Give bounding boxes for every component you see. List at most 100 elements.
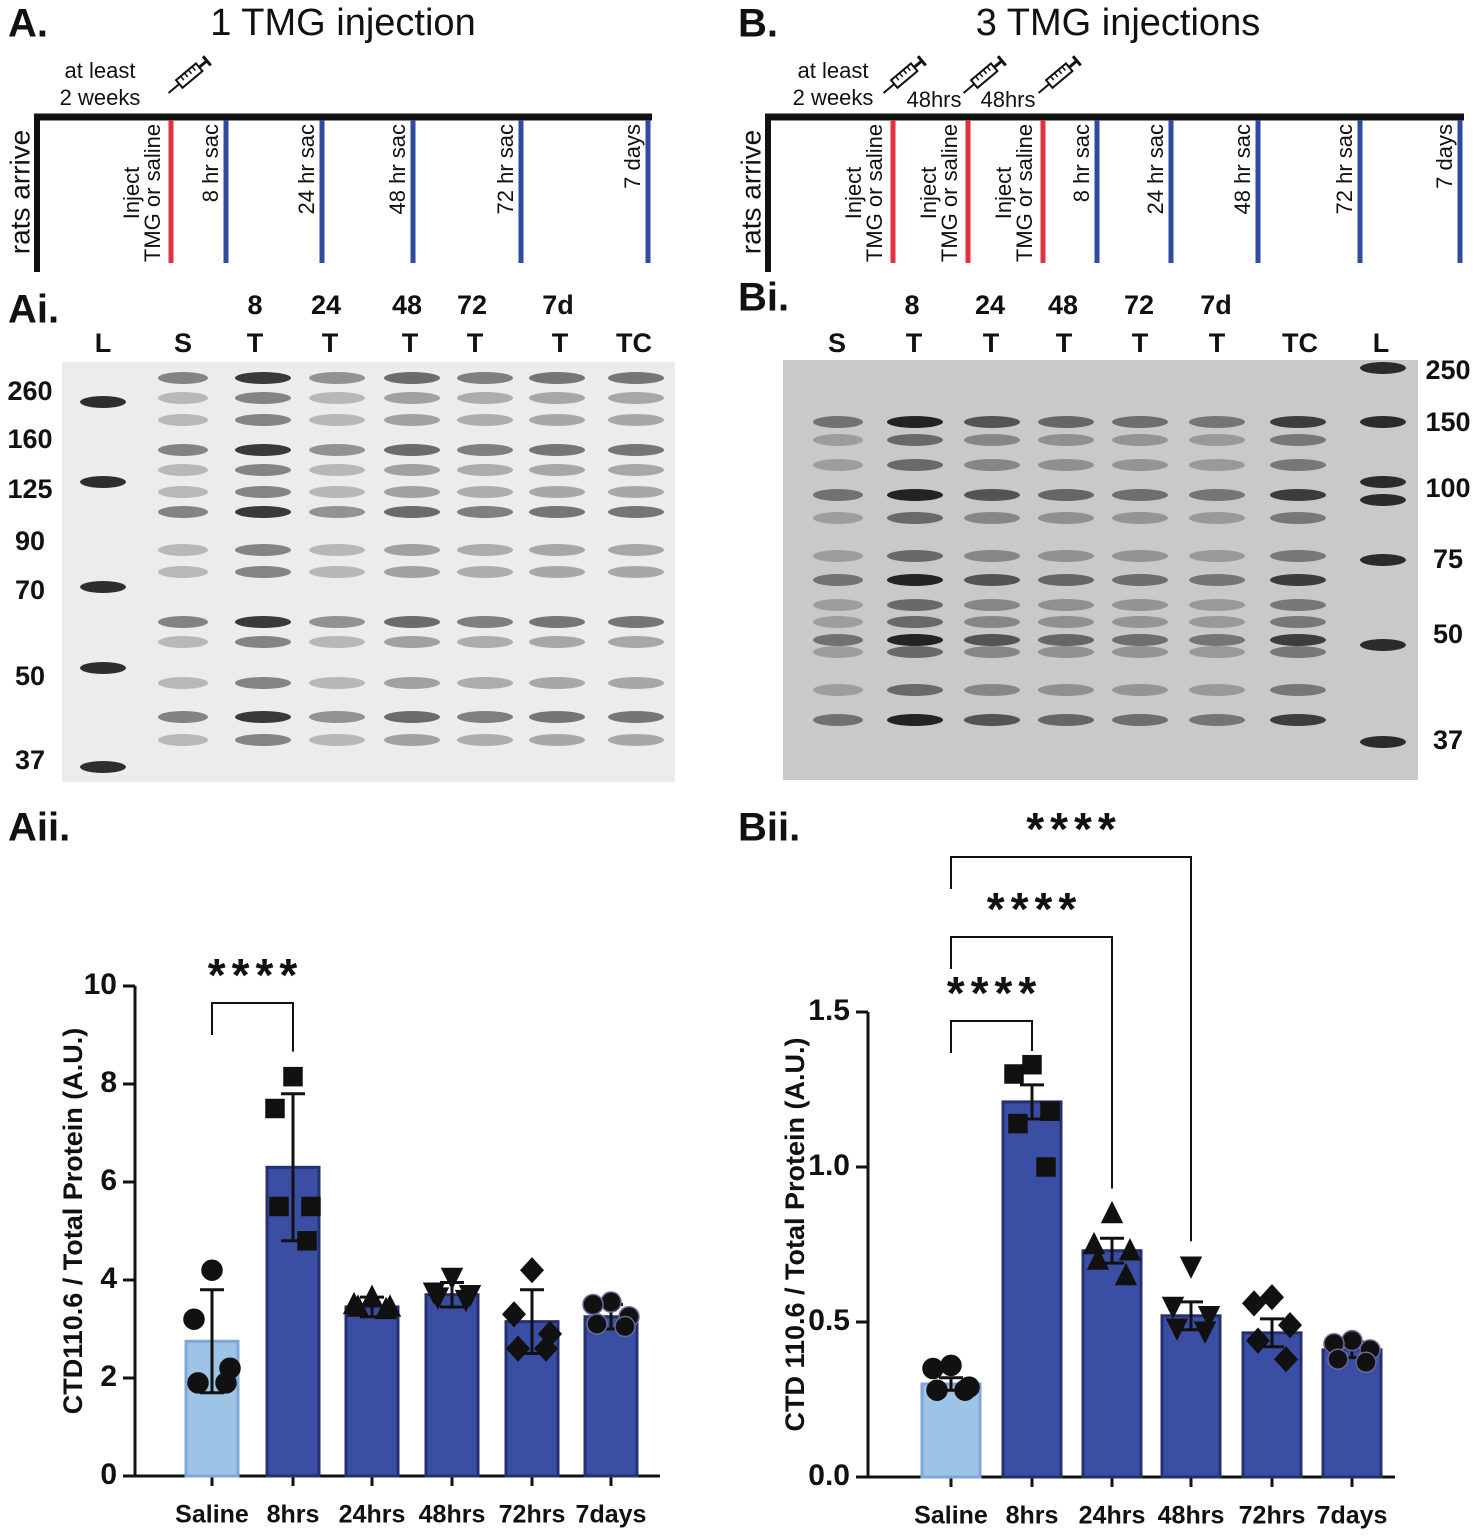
blot-band bbox=[964, 616, 1020, 628]
blot-band bbox=[1189, 646, 1245, 658]
data-point bbox=[1114, 1262, 1138, 1286]
syringe-scale bbox=[975, 75, 980, 81]
blot-band bbox=[813, 684, 863, 696]
timeline-start-label: rats arrive bbox=[4, 130, 35, 254]
blot-band bbox=[529, 464, 585, 476]
blot-band bbox=[1270, 459, 1326, 471]
blot-band bbox=[158, 444, 208, 456]
blot-band bbox=[384, 734, 440, 746]
data-point bbox=[940, 1354, 962, 1377]
blot-band bbox=[235, 616, 291, 628]
syringe-scale bbox=[978, 72, 984, 78]
syringe-barrel bbox=[174, 62, 204, 90]
blot-band bbox=[529, 444, 585, 456]
data-point bbox=[1165, 1318, 1189, 1341]
blot-time-label: 8 bbox=[904, 290, 919, 320]
blot-band bbox=[887, 599, 943, 611]
syringe-barrel bbox=[889, 62, 919, 90]
blot-band bbox=[1038, 714, 1094, 726]
blot-band bbox=[235, 464, 291, 476]
blot-band bbox=[1270, 574, 1326, 586]
blot-band bbox=[309, 711, 365, 723]
data-point bbox=[360, 1284, 384, 1307]
blot-band bbox=[309, 506, 365, 518]
y-tick-label: 2 bbox=[100, 1360, 117, 1393]
blot-band bbox=[1038, 434, 1094, 446]
data-point bbox=[1327, 1348, 1349, 1370]
blot-band bbox=[1038, 616, 1094, 628]
blot-band bbox=[529, 566, 585, 578]
blot-band bbox=[158, 544, 208, 556]
blot-band bbox=[887, 714, 943, 726]
error-bar bbox=[200, 1288, 224, 1395]
x-tick-label: 8hrs bbox=[267, 1501, 320, 1529]
blot-band bbox=[384, 392, 440, 404]
blot-time-label: 7d bbox=[1200, 290, 1232, 320]
wait-label: at least bbox=[65, 58, 136, 83]
blot-band bbox=[457, 444, 513, 456]
bar bbox=[1160, 1314, 1222, 1479]
y-tick-label: 10 bbox=[84, 968, 117, 1001]
data-point bbox=[1179, 1256, 1203, 1279]
data-point bbox=[1036, 1157, 1056, 1177]
injection-label: TMG or saline bbox=[1012, 124, 1037, 262]
syringe-plunger bbox=[198, 59, 208, 69]
syringe-plunger bbox=[1068, 59, 1078, 69]
mw-label: 250 bbox=[1425, 355, 1470, 385]
syringe-barrel bbox=[1044, 62, 1074, 90]
blot-band bbox=[309, 636, 365, 648]
mw-label: 75 bbox=[1433, 544, 1463, 574]
blot-band bbox=[608, 734, 664, 746]
blot-band bbox=[1112, 574, 1168, 586]
mw-label: 90 bbox=[15, 526, 45, 556]
blot-band bbox=[384, 414, 440, 426]
significance-bracket bbox=[950, 856, 1192, 1242]
blot-band bbox=[384, 486, 440, 498]
blot-band bbox=[1270, 489, 1326, 501]
blot-time-label: 7d bbox=[542, 290, 574, 320]
data-point bbox=[297, 1231, 317, 1251]
data-point bbox=[582, 1293, 604, 1316]
blot-time-label: 48 bbox=[392, 290, 422, 320]
bar bbox=[424, 1293, 480, 1478]
data-point bbox=[954, 1379, 976, 1401]
blot-band bbox=[1112, 599, 1168, 611]
blot-band bbox=[887, 574, 943, 586]
blot-band bbox=[235, 392, 291, 404]
data-point bbox=[1273, 1346, 1299, 1373]
blot-band bbox=[457, 372, 513, 384]
blot-band bbox=[1360, 494, 1406, 506]
blot-band bbox=[529, 734, 585, 746]
blot-band bbox=[1038, 489, 1094, 501]
interval-label: 48hrs bbox=[980, 87, 1035, 112]
data-point bbox=[519, 1257, 545, 1284]
blot-band bbox=[608, 677, 664, 689]
blot-band bbox=[1038, 512, 1094, 524]
mw-label: 50 bbox=[1433, 619, 1463, 649]
mw-label: 125 bbox=[7, 474, 52, 504]
data-point bbox=[1082, 1231, 1106, 1255]
syringe-scale bbox=[1050, 75, 1055, 81]
blot-band bbox=[158, 414, 208, 426]
data-point bbox=[614, 1315, 636, 1338]
blot-band bbox=[887, 634, 943, 646]
blot-lane-label: T bbox=[906, 328, 923, 358]
data-point bbox=[1259, 1284, 1285, 1311]
bar bbox=[1081, 1249, 1143, 1479]
blot-band bbox=[1189, 459, 1245, 471]
blot-band bbox=[608, 444, 664, 456]
data-point bbox=[346, 1294, 370, 1317]
blot-band bbox=[1189, 684, 1245, 696]
blot-band bbox=[309, 392, 365, 404]
blot-band bbox=[384, 616, 440, 628]
blot-lane-label: S bbox=[174, 328, 192, 358]
blot-band bbox=[813, 459, 863, 471]
syringe-scale bbox=[902, 69, 908, 75]
blot-band bbox=[309, 677, 365, 689]
y-tick-label: 0.5 bbox=[808, 1304, 850, 1337]
blot-band bbox=[1112, 416, 1168, 428]
syringe-icon bbox=[1037, 55, 1082, 94]
x-tick-label: 7days bbox=[576, 1501, 647, 1529]
data-point bbox=[1197, 1306, 1221, 1329]
data-point bbox=[1008, 1113, 1028, 1134]
